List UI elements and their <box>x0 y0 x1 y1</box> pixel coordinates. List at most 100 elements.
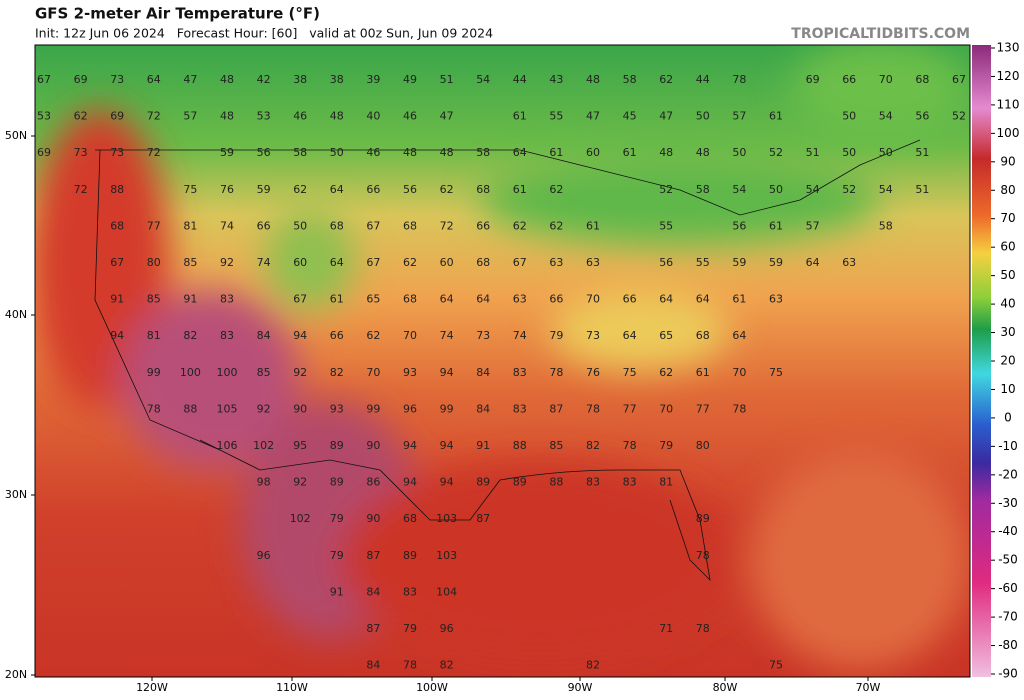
temperature-value: 74 <box>257 256 271 269</box>
temperature-value: 73 <box>110 73 124 86</box>
temperature-value: 66 <box>366 183 380 196</box>
temperature-value: 103 <box>436 512 457 525</box>
temperature-value: 40 <box>366 110 380 123</box>
temperature-value: 85 <box>549 439 563 452</box>
colorbar-label: 130 <box>997 41 1020 55</box>
temperature-value: 94 <box>403 439 417 452</box>
temperature-value: 79 <box>659 439 673 452</box>
latitude-label: 50N <box>5 129 27 142</box>
temperature-value: 48 <box>440 146 454 159</box>
temperature-value: 64 <box>330 256 344 269</box>
temperature-value: 72 <box>147 146 161 159</box>
temperature-value: 95 <box>293 439 307 452</box>
temperature-value: 58 <box>696 183 710 196</box>
temperature-value: 74 <box>440 329 454 342</box>
temperature-value: 85 <box>147 293 161 306</box>
colorbar-label: 50 <box>1000 268 1015 282</box>
temperature-value: 63 <box>769 293 783 306</box>
temperature-value: 46 <box>403 110 417 123</box>
temperature-value: 90 <box>366 512 380 525</box>
temperature-value: 48 <box>220 73 234 86</box>
temperature-value: 78 <box>623 439 637 452</box>
temperature-value: 84 <box>366 585 380 598</box>
temperature-value: 90 <box>293 402 307 415</box>
temperature-value: 92 <box>220 256 234 269</box>
latitude-label: 40N <box>5 308 27 321</box>
temperature-value: 102 <box>290 512 311 525</box>
colorbar-label: -60 <box>998 581 1018 595</box>
longitude-label: 110W <box>276 681 308 694</box>
temperature-value: 94 <box>440 476 454 489</box>
temperature-value: 61 <box>549 146 563 159</box>
temperature-value: 81 <box>147 329 161 342</box>
temperature-value: 38 <box>293 73 307 86</box>
temperature-value: 53 <box>37 110 51 123</box>
colorbar-label: 0 <box>1004 410 1012 424</box>
temperature-value: 94 <box>440 366 454 379</box>
temperature-value: 69 <box>806 73 820 86</box>
temperature-value: 78 <box>732 73 746 86</box>
temperature-value: 70 <box>732 366 746 379</box>
temperature-value: 73 <box>74 146 88 159</box>
temperature-value: 67 <box>293 293 307 306</box>
temperature-value: 62 <box>549 219 563 232</box>
temperature-value: 58 <box>623 73 637 86</box>
temperature-value: 100 <box>180 366 201 379</box>
colorbar-label: 20 <box>1000 354 1015 368</box>
temperature-value: 96 <box>257 549 271 562</box>
longitude-label: 70W <box>856 681 881 694</box>
temperature-value: 61 <box>696 366 710 379</box>
temperature-value: 54 <box>476 73 490 86</box>
temperature-value: 55 <box>659 219 673 232</box>
temperature-value: 56 <box>915 110 929 123</box>
temperature-value: 46 <box>293 110 307 123</box>
temperature-value: 78 <box>696 622 710 635</box>
temperature-value: 69 <box>74 73 88 86</box>
temperature-value: 85 <box>257 366 271 379</box>
temperature-value: 96 <box>440 622 454 635</box>
temperature-value: 65 <box>366 293 380 306</box>
colorbar <box>972 45 991 677</box>
temperature-value: 62 <box>366 329 380 342</box>
temperature-value: 84 <box>366 659 380 672</box>
temperature-value: 87 <box>549 402 563 415</box>
temperature-value: 50 <box>842 110 856 123</box>
temperature-value: 99 <box>440 402 454 415</box>
temperature-value: 72 <box>440 219 454 232</box>
temperature-value: 68 <box>403 293 417 306</box>
temperature-value: 71 <box>659 622 673 635</box>
temperature-value: 82 <box>586 659 600 672</box>
temperature-value: 64 <box>440 293 454 306</box>
temperature-value: 50 <box>842 146 856 159</box>
colorbar-label: -10 <box>998 439 1018 453</box>
temperature-value: 66 <box>257 219 271 232</box>
temperature-value: 52 <box>842 183 856 196</box>
temperature-value: 62 <box>659 366 673 379</box>
temperature-value: 82 <box>183 329 197 342</box>
temperature-value: 65 <box>659 329 673 342</box>
temperature-value: 74 <box>220 219 234 232</box>
temperature-value: 64 <box>806 256 820 269</box>
temperature-value: 83 <box>220 293 234 306</box>
temperature-value: 83 <box>220 329 234 342</box>
temperature-value: 73 <box>476 329 490 342</box>
temperature-value: 62 <box>293 183 307 196</box>
temperature-value: 78 <box>549 366 563 379</box>
temperature-value: 78 <box>147 402 161 415</box>
temperature-value: 68 <box>476 256 490 269</box>
temperature-value: 96 <box>403 402 417 415</box>
temperature-value: 85 <box>183 256 197 269</box>
temperature-value: 91 <box>476 439 490 452</box>
temperature-value: 93 <box>330 402 344 415</box>
temperature-value: 50 <box>330 146 344 159</box>
temperature-value: 66 <box>623 293 637 306</box>
temperature-value: 52 <box>769 146 783 159</box>
temperature-value: 54 <box>806 183 820 196</box>
temperature-value: 106 <box>217 439 238 452</box>
temperature-field <box>35 45 970 677</box>
temperature-value: 79 <box>330 549 344 562</box>
temperature-value: 78 <box>586 402 600 415</box>
temperature-value: 73 <box>110 146 124 159</box>
temperature-value: 89 <box>330 476 344 489</box>
